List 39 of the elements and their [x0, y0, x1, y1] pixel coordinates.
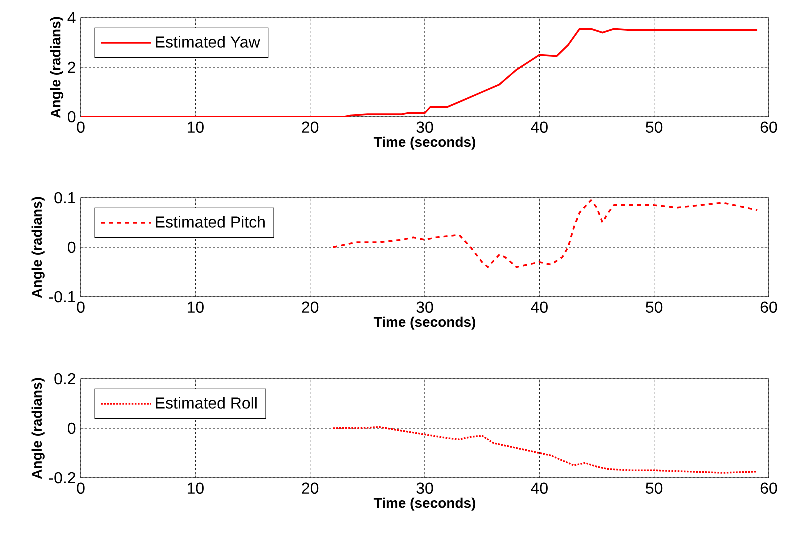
- x-tick-label: 60: [760, 122, 778, 134]
- x-tick-label: 10: [188, 122, 204, 134]
- x-tick-label: 60: [760, 482, 778, 494]
- x-tick-label: 30: [416, 122, 434, 134]
- x-tick-label: 40: [531, 302, 548, 314]
- y-tick-label: 0.1: [54, 192, 76, 204]
- x-axis-title: Time (seconds): [374, 316, 476, 330]
- y-axis-title: Angle (radians): [32, 378, 45, 480]
- y-tick-label: 0: [68, 242, 76, 254]
- legend-label: Estimated Pitch: [156, 216, 265, 228]
- y-tick-label: 2: [68, 62, 76, 74]
- legend-label: Estimated Yaw: [156, 36, 260, 48]
- y-tick-label: 4: [68, 12, 76, 24]
- y-tick-label: -0.2: [49, 472, 76, 484]
- y-axis-title: Angle (radians): [50, 17, 64, 118]
- x-tick-label: 20: [302, 302, 319, 314]
- x-tick-label: 0: [77, 302, 85, 314]
- x-tick-label: 30: [416, 482, 434, 494]
- y-tick-label: -0.1: [49, 291, 76, 303]
- y-tick-label: 0: [68, 422, 76, 434]
- x-tick-label: 50: [646, 482, 663, 494]
- x-tick-label: 40: [531, 482, 548, 494]
- x-tick-label: 10: [188, 482, 204, 494]
- y-tick-label: 0: [68, 111, 76, 123]
- x-tick-label: 10: [188, 302, 204, 314]
- x-tick-label: 0: [77, 122, 85, 134]
- x-axis-title: Time (seconds): [374, 136, 476, 150]
- x-tick-label: 20: [302, 122, 319, 134]
- x-tick-label: 0: [77, 482, 85, 494]
- x-tick-label: 60: [760, 302, 778, 314]
- x-tick-label: 30: [416, 302, 434, 314]
- x-tick-label: 50: [646, 302, 663, 314]
- x-axis-title: Time (seconds): [374, 498, 476, 511]
- y-axis-title: Angle (radians): [32, 197, 45, 298]
- x-tick-label: 20: [302, 482, 319, 494]
- legend-label: Estimated Roll: [156, 397, 257, 409]
- y-tick-label: 0.2: [54, 373, 76, 385]
- x-tick-label: 50: [646, 122, 663, 134]
- x-tick-label: 40: [531, 122, 548, 134]
